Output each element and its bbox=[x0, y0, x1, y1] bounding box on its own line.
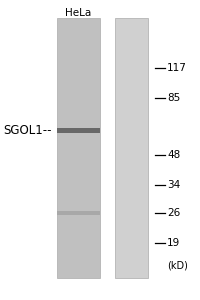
Text: 34: 34 bbox=[166, 180, 179, 190]
Text: 48: 48 bbox=[166, 150, 179, 160]
Text: (kD): (kD) bbox=[166, 260, 187, 270]
Text: 85: 85 bbox=[166, 93, 179, 103]
Text: 19: 19 bbox=[166, 238, 179, 248]
Text: HeLa: HeLa bbox=[65, 8, 91, 18]
Bar bbox=[114, 18, 147, 278]
Text: SGOL1--: SGOL1-- bbox=[3, 124, 51, 136]
Bar bbox=[57, 128, 100, 133]
Text: 117: 117 bbox=[166, 63, 186, 73]
Text: 26: 26 bbox=[166, 208, 179, 218]
Bar bbox=[57, 18, 100, 278]
Bar bbox=[57, 211, 100, 215]
